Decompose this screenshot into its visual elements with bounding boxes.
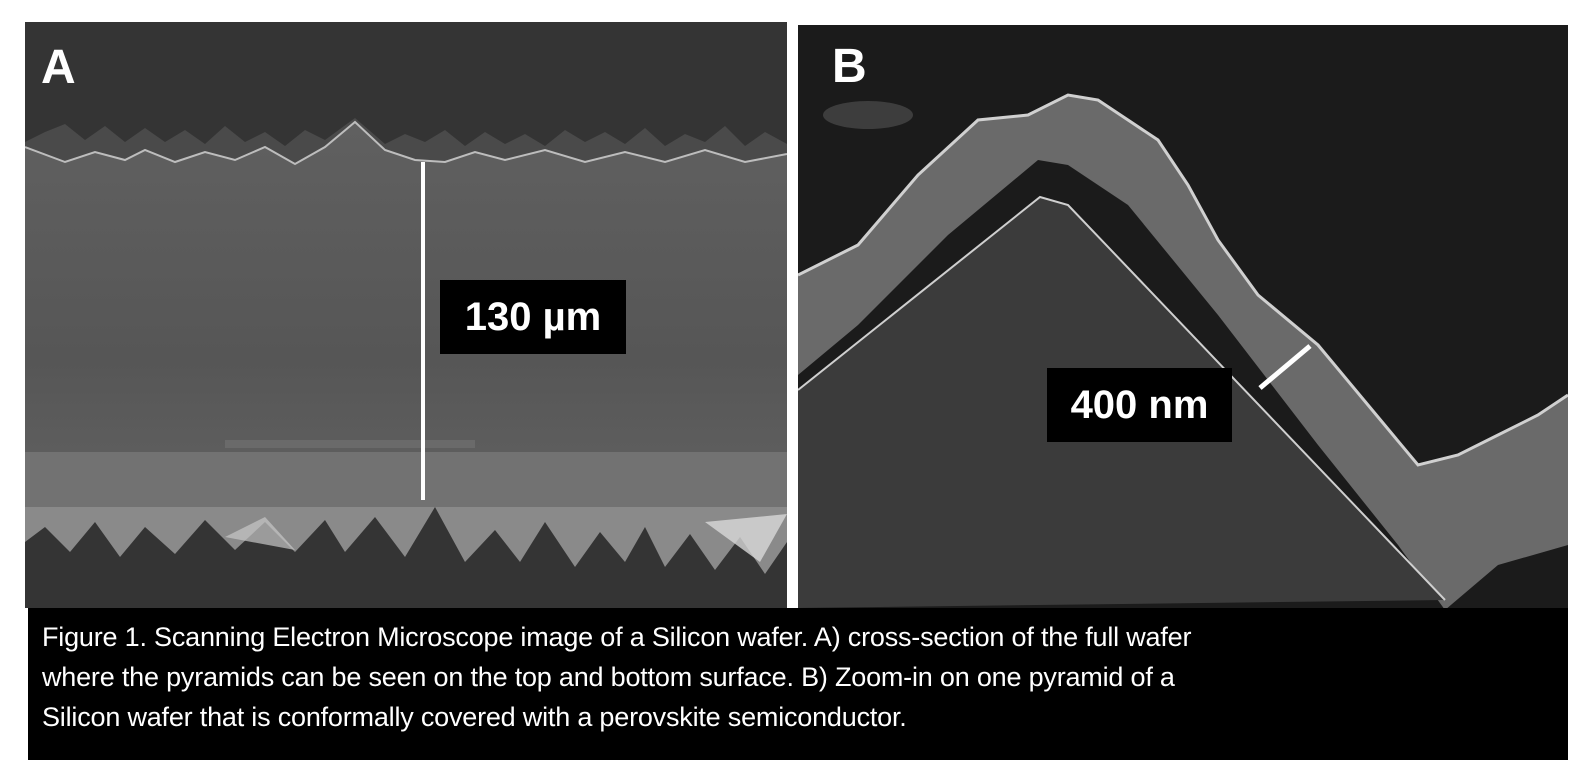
panel-label-a: A [41, 41, 76, 94]
perovskite-coated-pyramid-drawing [798, 25, 1568, 608]
perovskite-coating [798, 95, 1568, 608]
bottom-pyramids [25, 507, 787, 574]
caption-line-3: Silicon wafer that is conformally covere… [42, 702, 907, 732]
scale-label-130um: 130 µm [440, 280, 626, 354]
figure-caption: Figure 1. Scanning Electron Microscope i… [28, 608, 1568, 760]
sem-image-pyramid-zoom: B 400 nm [798, 25, 1568, 608]
scale-label-400nm: 400 nm [1047, 368, 1232, 442]
caption-line-2: where the pyramids can be seen on the to… [42, 662, 1175, 692]
sem-image-full-wafer: A 130 µm [25, 22, 787, 608]
caption-line-1: Figure 1. Scanning Electron Microscope i… [42, 622, 1192, 652]
wafer-bulk [25, 122, 787, 462]
panel-label-b: B [832, 40, 867, 93]
wafer-cross-section-drawing [25, 22, 787, 608]
scale-bar-400nm [1258, 344, 1312, 390]
